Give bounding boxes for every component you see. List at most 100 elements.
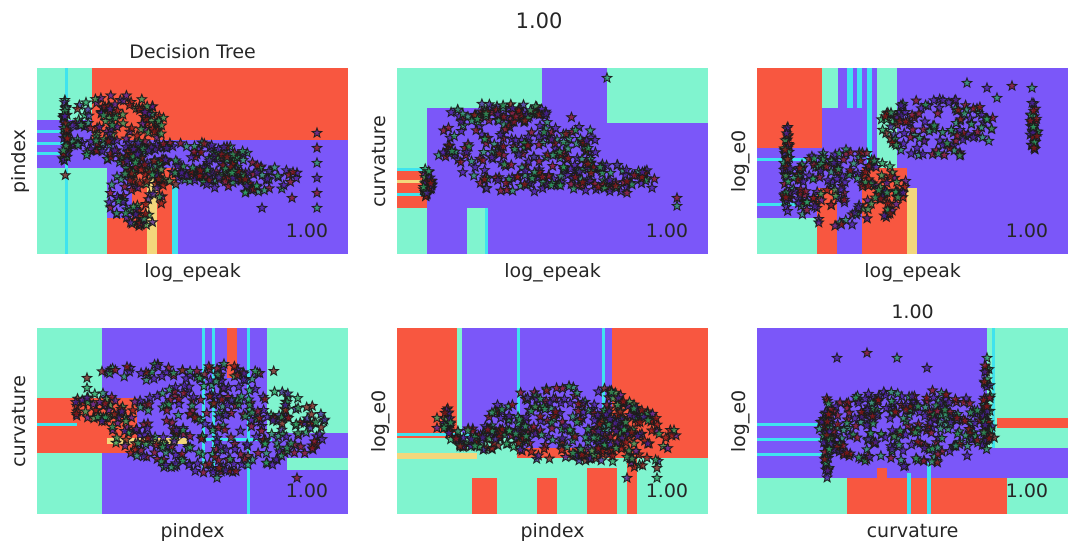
data-point-star (896, 444, 910, 456)
data-point-star (576, 175, 589, 188)
data-point-star (246, 372, 259, 385)
subplot-3: log_epeak log_e0 1.00 (728, 68, 1068, 282)
data-point-star (985, 122, 998, 134)
data-point-star (971, 125, 984, 138)
data-point-star (104, 89, 117, 101)
data-point-star (889, 185, 903, 198)
data-point-star (605, 385, 618, 398)
data-point-star (889, 405, 902, 418)
data-point-star (123, 98, 136, 111)
data-point-star (561, 142, 575, 154)
data-point-star (828, 219, 842, 232)
data-point-star (315, 432, 329, 445)
data-point-star (525, 126, 538, 138)
data-point-star (546, 159, 559, 172)
data-point-star (267, 364, 280, 377)
data-point-star (89, 403, 102, 416)
data-point-star (538, 402, 552, 415)
data-point-star (874, 449, 887, 462)
data-point-star (965, 117, 978, 130)
data-point-star (848, 412, 861, 424)
data-point-star (512, 436, 525, 449)
data-point-star (215, 148, 228, 160)
data-point-star (169, 154, 182, 166)
x-axis-label: log_epeak (864, 260, 961, 282)
data-point-star (457, 431, 470, 444)
data-point-star (222, 179, 235, 192)
decision-region (607, 68, 708, 123)
data-point-star (603, 412, 617, 425)
data-point-star (525, 445, 538, 457)
data-point-star (160, 414, 173, 426)
data-point-star (219, 464, 232, 476)
data-point-star (500, 437, 513, 450)
data-point-star (286, 165, 300, 178)
data-point-star (579, 183, 592, 196)
data-point-star (192, 446, 205, 458)
data-point-star (1025, 81, 1039, 94)
data-point-star (949, 439, 963, 452)
data-point-star (892, 438, 906, 451)
data-point-star (153, 190, 166, 203)
data-point-star (546, 148, 560, 161)
data-point-star (880, 176, 893, 189)
data-point-star (150, 181, 164, 194)
data-point-star (793, 161, 806, 174)
data-point-star (250, 430, 263, 443)
data-point-star (310, 156, 324, 169)
data-point-star (564, 396, 577, 409)
data-point-star (836, 439, 850, 451)
data-point-star (480, 182, 493, 194)
data-point-star (255, 201, 269, 214)
data-point-star (931, 404, 944, 417)
data-point-star (859, 392, 872, 405)
data-point-star (310, 201, 324, 214)
decision-region (992, 328, 995, 448)
data-point-star (961, 449, 974, 461)
data-point-star (913, 131, 926, 144)
data-point-star (128, 395, 141, 407)
data-point-star (430, 411, 444, 424)
x-axis-label: pindex (160, 520, 224, 542)
decision-region (37, 168, 107, 254)
data-point-star (111, 104, 124, 117)
data-point-star (506, 101, 519, 114)
data-point-star (568, 430, 582, 442)
data-point-star (533, 119, 547, 132)
data-point-star (792, 196, 805, 209)
data-point-star (527, 420, 540, 433)
data-point-star (236, 144, 249, 157)
data-point-star (878, 209, 891, 221)
decision-region (757, 438, 827, 441)
data-point-star (779, 143, 792, 156)
data-point-star (141, 99, 154, 112)
data-point-star (135, 366, 148, 379)
data-point-star (566, 446, 580, 459)
data-point-star (975, 121, 988, 133)
data-point-star (212, 453, 225, 466)
data-point-star (898, 180, 911, 193)
data-point-star (194, 164, 207, 176)
data-point-star (224, 431, 238, 443)
data-point-star (598, 382, 611, 394)
plot-area (757, 68, 1068, 254)
data-point-star (424, 177, 437, 189)
data-point-star (939, 388, 953, 400)
data-point-star (928, 119, 941, 131)
y-axis-label: curvature (368, 115, 390, 207)
data-point-star (503, 409, 516, 422)
decision-region (822, 68, 838, 108)
data-point-star (215, 393, 228, 405)
data-point-star (813, 170, 826, 183)
decision-region (37, 152, 67, 155)
data-point-star (454, 155, 467, 168)
data-point-star (545, 178, 558, 191)
data-point-star (277, 178, 290, 191)
data-point-star (104, 151, 118, 163)
data-point-star (298, 446, 311, 459)
data-point-star (574, 442, 588, 455)
data-point-star (521, 391, 534, 404)
data-point-star (97, 109, 110, 121)
data-point-star (581, 422, 595, 435)
data-point-star (445, 144, 459, 157)
